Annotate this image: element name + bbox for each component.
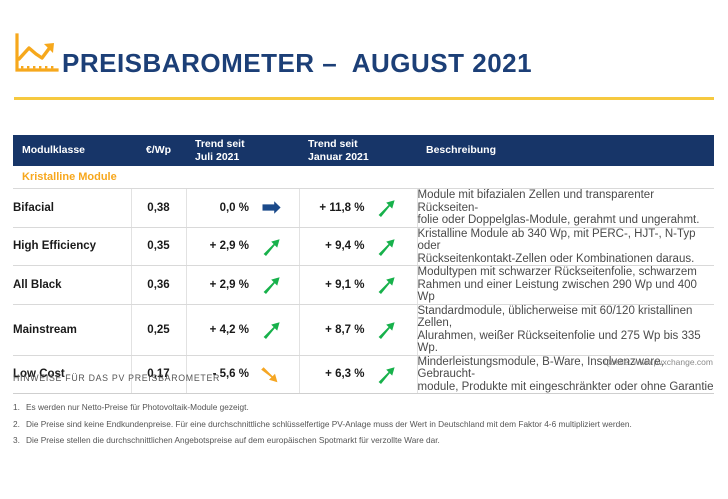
trend-value: + 6,3 %	[325, 368, 365, 381]
column-header-trend-month: Trend seit Juli 2021	[195, 138, 245, 163]
group-row-label: Kristalline Module	[13, 166, 714, 189]
cell-trend-month: 0,0 %	[186, 188, 300, 228]
trend-value: - 5,6 %	[212, 368, 249, 381]
note-item: 3. Die Preise stellen die durchschnittlic…	[13, 432, 713, 449]
trend-value: + 9,1 %	[325, 278, 365, 291]
cell-module-class: Mainstream	[13, 304, 132, 356]
cell-trend-year: + 8,7 %	[299, 304, 418, 356]
source-note: Quelle: www.pvxchange.com	[603, 357, 713, 367]
arrow-up-right-icon	[376, 321, 398, 339]
cell-trend-year: + 6,3 %	[299, 355, 418, 394]
cell-trend-year: + 11,8 %	[299, 188, 418, 228]
table-header-row: Modulklasse €/Wp Trend seit Juli 2021 Tr…	[13, 135, 714, 166]
cell-price: 0,36	[131, 265, 187, 305]
column-header-price: €/Wp	[145, 144, 172, 157]
table-row: Low Cost 0,17 - 5,6 % + 6,3 % Minderleistung…	[13, 355, 714, 394]
cell-description: Kristalline Module ab 340 Wp, mit PERC-,…	[417, 227, 714, 266]
cell-trend-month: - 5,6 %	[186, 355, 300, 394]
arrow-up-right-icon	[260, 237, 282, 256]
cell-module-class: Bifacial	[13, 188, 132, 228]
price-barometer-table: Modulklasse €/Wp Trend seit Juli 2021 Tr…	[13, 135, 714, 394]
trend-value: + 11,8 %	[319, 201, 365, 214]
notes-title: HINWEISE FÜR DAS PV PREISBAROMETER	[13, 373, 221, 383]
trend-value: + 8,7 %	[325, 323, 365, 336]
note-number: 2.	[13, 418, 20, 429]
column-header-trend-year: Trend seit Januar 2021	[308, 138, 369, 163]
cell-trend-month: + 2,9 %	[186, 227, 300, 266]
arrow-up-right-icon	[376, 237, 398, 256]
note-item: 1. Es werden nur Netto-Preise für Photovo…	[13, 399, 713, 416]
note-text: Die Preise stellen die durchschnittliche…	[26, 435, 440, 445]
page-title: PREISBAROMETER – AUGUST 2021	[62, 48, 533, 78]
column-header-description: Beschreibung	[426, 144, 497, 157]
arrow-up-right-icon	[376, 365, 398, 384]
note-item: 2. Die Preise sind keine Endkundenpreise.…	[13, 416, 713, 433]
trend-value: + 2,9 %	[209, 240, 249, 253]
line-chart-up-arrow-icon	[14, 33, 60, 75]
trend-value: 0,0 %	[219, 201, 249, 214]
table-row: High Efficiency 0,35 + 2,9 % + 9,4 % Kristal…	[13, 227, 714, 266]
cell-trend-month: + 4,2 %	[186, 304, 300, 356]
arrow-up-right-icon	[260, 276, 282, 295]
arrow-up-right-icon	[376, 199, 398, 218]
cell-trend-year: + 9,1 %	[299, 265, 418, 305]
arrow-up-right-icon	[260, 321, 282, 339]
arrow-right-icon	[260, 199, 282, 217]
table-row: Mainstream 0,25 + 4,2 % + 8,7 % Standardmodu…	[13, 304, 714, 356]
cell-trend-month: + 2,9 %	[186, 265, 300, 305]
cell-price: 0,35	[131, 227, 187, 266]
page-header: PREISBAROMETER – AUGUST 2021	[0, 0, 728, 108]
note-number: 3.	[13, 435, 20, 445]
cell-description: Module mit bifazialen Zellen und transpa…	[417, 188, 714, 228]
cell-price: 0,38	[131, 188, 187, 228]
cell-price: 0,25	[131, 304, 187, 356]
cell-description: Standardmodule, üblicherweise mit 60/120…	[417, 304, 714, 356]
notes-list: 1. Es werden nur Netto-Preise für Photovo…	[13, 399, 713, 449]
trend-value: + 9,4 %	[325, 240, 365, 253]
arrow-down-right-icon	[260, 365, 282, 383]
table-row: All Black 0,36 + 2,9 % + 9,1 % Modultypen mi…	[13, 265, 714, 305]
table-body: Kristalline Module Bifacial 0,38 0,0 % + 11…	[13, 166, 714, 394]
cell-description: Minderleistungsmodule, B-Ware, Insolvenz…	[417, 355, 714, 394]
cell-module-class: Low Cost	[13, 355, 132, 394]
header-divider-rule	[14, 97, 714, 100]
table-row: Bifacial 0,38 0,0 % + 11,8 % Module mit bifa…	[13, 188, 714, 228]
cell-module-class: High Efficiency	[13, 227, 132, 266]
note-number: 1.	[13, 402, 20, 412]
arrow-up-right-icon	[376, 276, 398, 295]
cell-price: 0,17	[131, 355, 187, 394]
trend-value: + 2,9 %	[209, 278, 249, 291]
note-text: Die Preise sind keine Endkundenpreise. F…	[26, 418, 632, 429]
trend-value: + 4,2 %	[209, 323, 249, 336]
group-row-kristalline-module: Kristalline Module	[13, 166, 714, 189]
cell-description: Modultypen mit schwarzer Rückseitenfolie…	[417, 265, 714, 305]
note-text: Es werden nur Netto-Preise für Photovolt…	[26, 402, 249, 412]
column-header-modulklasse: Modulklasse	[22, 144, 86, 157]
cell-trend-year: + 9,4 %	[299, 227, 418, 266]
cell-module-class: All Black	[13, 265, 132, 305]
